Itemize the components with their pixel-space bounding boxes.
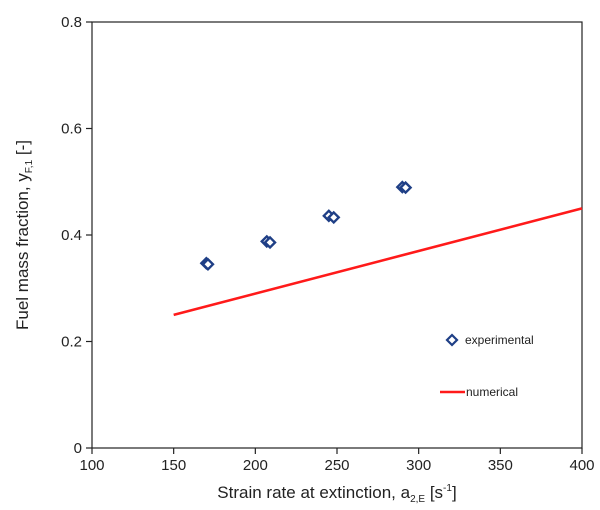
series-line-numerical <box>173 207 583 317</box>
x-axis-ticks: 100 150 200 250 300 350 400 <box>79 448 595 474</box>
legend-marker-experimental <box>445 333 459 347</box>
y-tick-label: 0.2 <box>61 334 82 351</box>
legend-label-experimental: experimental <box>465 333 534 347</box>
y-tick-label: 0.8 <box>61 14 82 31</box>
legend-item-numerical: numerical <box>440 385 518 399</box>
legend-label-numerical: numerical <box>466 385 518 399</box>
data-point-experimental <box>201 257 215 271</box>
x-tick-label: 400 <box>569 457 594 474</box>
data-point-experimental <box>398 180 413 195</box>
x-tick-label: 100 <box>79 457 104 474</box>
x-axis-label: Strain rate at extinction, a2,E [s-1] <box>217 483 456 505</box>
y-axis-label-unit: [-] <box>13 140 32 160</box>
y-tick-label: 0.4 <box>61 227 82 244</box>
legend: experimental numerical <box>440 333 534 399</box>
x-tick-label: 150 <box>161 457 186 474</box>
x-tick-label: 350 <box>488 457 513 474</box>
data-point-experimental <box>263 235 277 250</box>
x-tick-label: 200 <box>243 457 268 474</box>
y-axis-ticks: 0 0.2 0.4 0.6 0.8 <box>61 14 92 457</box>
x-axis-label-sub: 2,E <box>410 494 425 505</box>
data-point-experimental <box>327 210 341 225</box>
y-tick-label: 0 <box>74 440 82 457</box>
x-axis-label-main: Strain rate at extinction, a <box>217 483 410 502</box>
x-axis-label-unit-close: ] <box>452 483 457 502</box>
y-axis-label-main: Fuel mass fraction, y <box>13 173 32 330</box>
y-axis-label: Fuel mass fraction, yF,1 [-] <box>13 140 35 330</box>
x-tick-label: 300 <box>406 457 431 474</box>
y-tick-label: 0.6 <box>61 121 82 138</box>
x-axis-label-unit-sup: -1 <box>443 483 452 494</box>
series-layer <box>173 180 583 317</box>
x-tick-label: 250 <box>324 457 349 474</box>
y-axis-label-sub: F,1 <box>24 159 35 173</box>
x-axis-label-unit-open: [s <box>425 483 443 502</box>
legend-item-experimental: experimental <box>445 333 534 347</box>
